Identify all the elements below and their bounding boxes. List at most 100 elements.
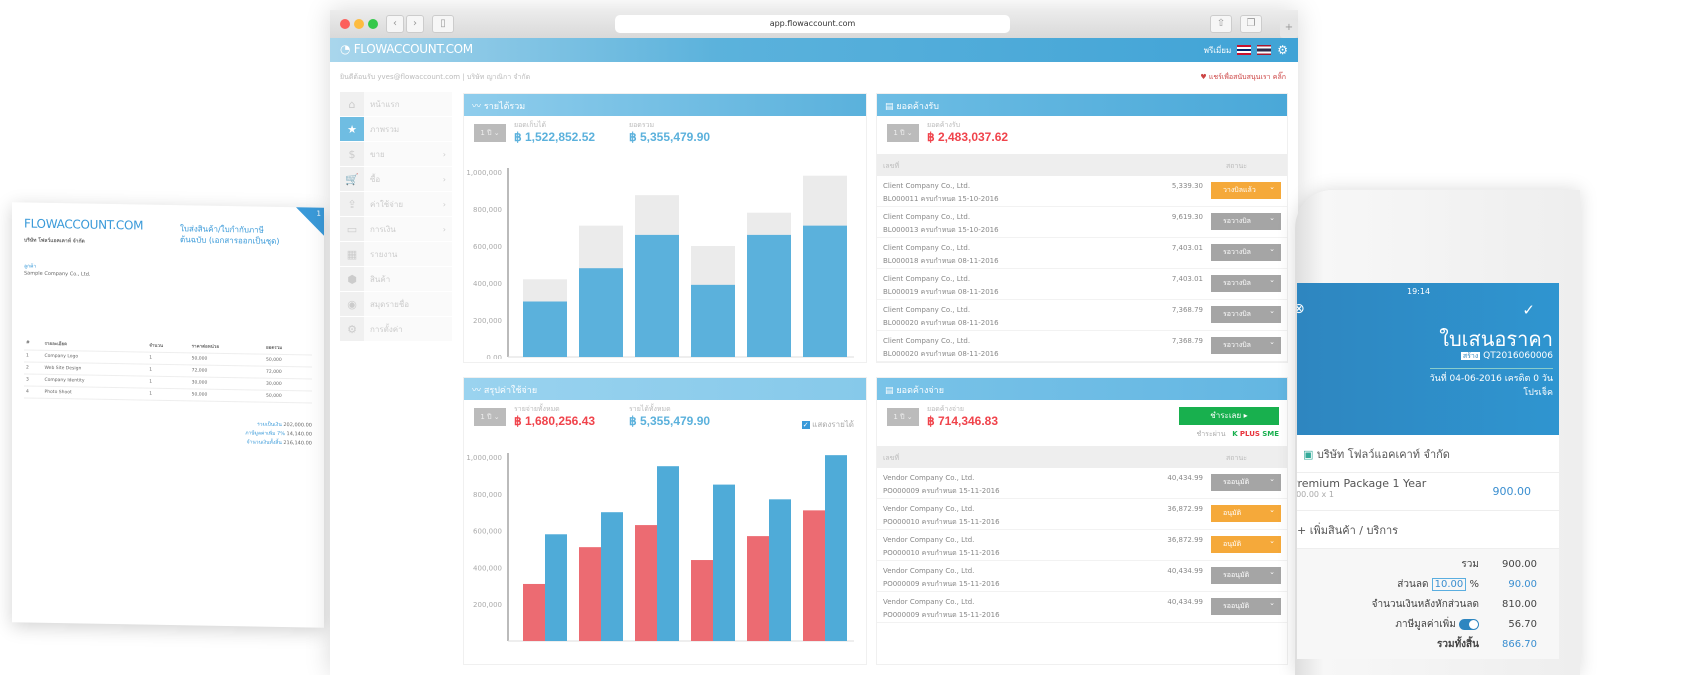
quotation-date: วันที่ 04-06-2016 เครดิต 0 วัน <box>1429 368 1553 385</box>
y-tick-label: 1,000,000 <box>466 169 502 177</box>
receivables-value: ฿ 2,483,037.62 <box>927 130 1009 144</box>
company-name: Client Company Co., Ltd. <box>883 275 971 283</box>
status-dropdown[interactable]: อนุมัติ <box>1211 502 1281 522</box>
thai-flag-icon[interactable] <box>1257 45 1272 55</box>
sidebar-item-5[interactable]: ▭ การเงิน › <box>340 217 452 242</box>
status-dropdown[interactable]: รอวางบิล <box>1211 210 1281 230</box>
total-label: ยอดรวม <box>629 121 655 129</box>
list-item[interactable]: Client Company Co., Ltd. BL000019 ครบกำหน… <box>877 269 1287 300</box>
pay-via: ชำระผ่าน K PLUS SME <box>1196 430 1280 438</box>
add-item-button[interactable]: + เพิ่มสินค้า / บริการ <box>1297 511 1559 549</box>
list-item[interactable]: Vendor Company Co., Ltd. PO000010 ครบกำหน… <box>877 530 1287 561</box>
amount: 7,368.79 <box>1171 337 1203 345</box>
list-item[interactable]: Client Company Co., Ltd. BL000013 ครบกำหน… <box>877 207 1287 238</box>
revenue-panel: 〰 รายได้รวม 1 ปี ⌄ ยอดเก็บได้ ฿ 1,522,85… <box>463 93 867 363</box>
document-number: BL000020 ครบกำหนด 08-11-2016 <box>883 350 999 358</box>
company-name: Client Company Co., Ltd. <box>883 182 971 190</box>
new-tab-icon[interactable]: + <box>1280 20 1298 38</box>
table-cell: 3 <box>24 373 43 387</box>
chevron-right-icon: › <box>442 224 446 234</box>
show-income-checkbox[interactable]: ✓ แสดงรายได้ <box>801 420 854 429</box>
income-label: รายได้ทั้งหมด <box>629 405 671 413</box>
confirm-check-icon[interactable]: ✓ <box>1522 301 1535 319</box>
minimize-window-button[interactable] <box>354 19 364 29</box>
pay-now-button[interactable]: ชำระเลย ▸ <box>1179 407 1279 425</box>
sidebar-item-6[interactable]: ▦ รายงาน <box>340 242 452 267</box>
forward-icon[interactable]: › <box>406 15 424 33</box>
sidebar-item-1[interactable]: ★ ภาพรวม <box>340 117 452 142</box>
close-icon[interactable]: ⊗ <box>1297 301 1305 317</box>
document-icon: ▤ <box>885 102 894 112</box>
report-icon: ▦ <box>340 242 364 266</box>
status-dropdown[interactable]: รออนุมัติ <box>1211 595 1281 615</box>
company-row[interactable]: ▣ บริษัท โฟลว์แอคเคาท์ จำกัด <box>1297 435 1559 473</box>
table-cell: 50,000 <box>189 388 265 403</box>
vat-toggle[interactable] <box>1459 618 1479 630</box>
receivables-list-header: เลขที่ สถานะ <box>877 154 1287 176</box>
revenue-period-select[interactable]: 1 ปี ⌄ <box>474 124 506 142</box>
table-cell: Photo Shoot <box>42 386 148 401</box>
close-window-button[interactable] <box>340 19 350 29</box>
sidebar-toggle-icon[interactable]: ▯ <box>432 15 454 33</box>
maximize-window-button[interactable] <box>368 19 378 29</box>
list-item[interactable]: Client Company Co., Ltd. BL000020 ครบกำหน… <box>877 331 1287 362</box>
receivables-period-select[interactable]: 1 ปี ⌄ <box>887 124 919 142</box>
discount-input[interactable]: 10.00 <box>1431 578 1467 591</box>
status-dropdown[interactable]: รออนุมัติ <box>1211 564 1281 584</box>
list-item[interactable]: Vendor Company Co., Ltd. PO000009 ครบกำหน… <box>877 592 1287 623</box>
amount: 7,368.79 <box>1171 306 1203 314</box>
share-icon[interactable]: ⇧ <box>1210 15 1232 33</box>
list-item[interactable]: Client Company Co., Ltd. BL000018 ครบกำหน… <box>877 238 1287 269</box>
table-cell: 2 <box>24 361 43 375</box>
sidebar-item-9[interactable]: ⚙ การตั้งค่า <box>340 317 452 342</box>
status-dropdown[interactable]: รอวางบิล <box>1211 334 1281 354</box>
expense-panel: 〰 สรุปค่าใช้จ่าย 1 ปี ⌄ รายจ่ายทั้งหมด ฿… <box>463 377 867 665</box>
sidebar-item-label: ภาพรวม <box>370 124 400 134</box>
sum-row: รวม 900.00 <box>1461 559 1537 570</box>
amount: 40,434.99 <box>1167 598 1203 606</box>
status-dropdown[interactable]: รอวางบิล <box>1211 241 1281 261</box>
sidebar-item-2[interactable]: $ ขาย › <box>340 142 452 167</box>
sidebar-item-0[interactable]: ⌂ หน้าแรก <box>340 92 452 117</box>
status-dropdown[interactable]: อนุมัติ <box>1211 533 1281 553</box>
list-item[interactable]: Vendor Company Co., Ltd. PO000009 ครบกำหน… <box>877 468 1287 499</box>
list-item[interactable]: Client Company Co., Ltd. BL000020 ครบกำหน… <box>877 300 1287 331</box>
sidebar-item-7[interactable]: ⬢ สินค้า <box>340 267 452 292</box>
status-dropdown[interactable]: รอวางบิล <box>1211 272 1281 292</box>
document-totals: รวมเป็นเงิน 202,000.00 ภาษีมูลค่าเพิ่ม 7… <box>245 421 312 447</box>
total-value: ฿ 5,355,479.90 <box>629 130 711 144</box>
app-logo[interactable]: ◔ FLOWACCOUNT.COM <box>340 42 473 56</box>
sidebar-item-3[interactable]: 🛒 ซื้อ › <box>340 167 452 192</box>
status-dropdown[interactable]: รอวางบิล <box>1211 303 1281 323</box>
table-cell: 50,000 <box>264 354 312 368</box>
browser-window: ‹ › ▯ app.flowaccount.com ⇧ ❐ + ◔ FLOWAC… <box>330 10 1298 675</box>
list-item[interactable]: Vendor Company Co., Ltd. PO000010 ครบกำหน… <box>877 499 1287 530</box>
table-cell: 1 <box>147 376 190 389</box>
premium-link[interactable]: พรีเมี่ยม <box>1203 45 1232 55</box>
table-cell: 30,000 <box>264 378 312 392</box>
bar-series0-0 <box>523 583 545 641</box>
document-number: BL000020 ครบกำหนด 08-11-2016 <box>883 319 999 327</box>
tabs-icon[interactable]: ❐ <box>1240 15 1262 33</box>
list-item[interactable]: Client Company Co., Ltd. BL000011 ครบกำหน… <box>877 176 1287 207</box>
document-number: BL000019 ครบกำหนด 08-11-2016 <box>883 288 999 296</box>
address-bar[interactable]: app.flowaccount.com <box>615 15 1010 33</box>
sidebar-item-label: ขาย <box>370 149 385 159</box>
uk-flag-icon[interactable] <box>1237 45 1252 55</box>
settings-gear-icon[interactable]: ⚙ <box>1277 43 1288 57</box>
list-item[interactable]: Vendor Company Co., Ltd. PO000009 ครบกำหน… <box>877 561 1287 592</box>
payables-period-select[interactable]: 1 ปี ⌄ <box>887 408 919 426</box>
bar-series1-1 <box>579 268 623 357</box>
after-discount-row: จำนวนเงินหลังหักส่วนลด 810.00 <box>1371 599 1537 610</box>
sidebar-item-4[interactable]: ⇪ ค่าใช้จ่าย › <box>340 192 452 217</box>
support-link[interactable]: ♥ แชร์เพื่อสนับสนุนเรา คลิ๊ก <box>1200 73 1286 81</box>
checkbox-checked-icon: ✓ <box>801 421 810 429</box>
status-dropdown[interactable]: รออนุมัติ <box>1211 471 1281 491</box>
status-time: 19:14 <box>1407 287 1431 296</box>
expense-period-select[interactable]: 1 ปี ⌄ <box>474 408 506 426</box>
sidebar-item-8[interactable]: ◉ สมุดรายชื่อ <box>340 292 452 317</box>
back-icon[interactable]: ‹ <box>386 15 404 33</box>
amount: 36,872.99 <box>1167 536 1203 544</box>
status-dropdown[interactable]: วางบิลแล้ว <box>1211 179 1281 199</box>
